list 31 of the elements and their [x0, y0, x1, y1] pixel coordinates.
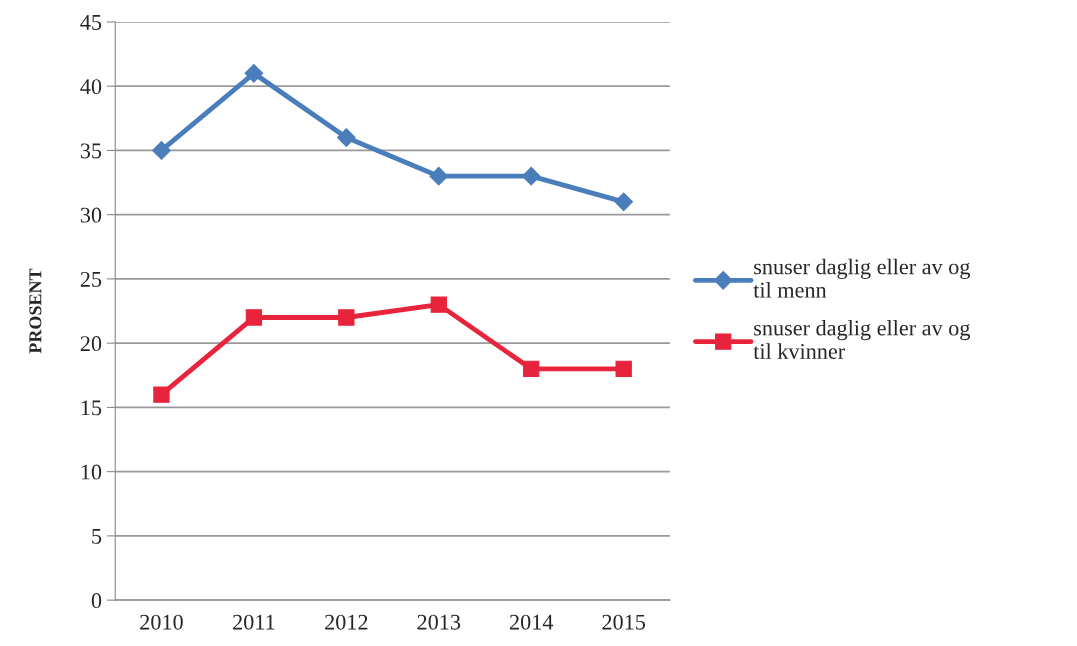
y-tick-label: 45: [80, 15, 102, 30]
point: [429, 166, 449, 186]
x-tick-label: 2011: [233, 614, 275, 630]
x-tick-label: 2013: [417, 614, 461, 630]
point: [614, 192, 634, 212]
y-tick-label: 20: [80, 336, 102, 352]
point: [430, 296, 447, 313]
x-tick-label: 2010: [140, 614, 183, 630]
point: [244, 63, 264, 83]
point: [523, 360, 540, 378]
point: [336, 128, 356, 147]
y-tick-label: 0: [91, 593, 102, 609]
y-tick-label: 40: [80, 79, 102, 95]
x-tick-label: 2015: [602, 614, 646, 630]
y-tick-label: 25: [80, 271, 102, 287]
x-tick-label: 2012: [325, 614, 368, 630]
point: [521, 166, 541, 186]
point: [153, 386, 170, 403]
legend-label: snuser daglig eller av og til kvinner: [753, 319, 971, 359]
y-axis-title: PROSENT: [29, 268, 42, 354]
y-tick-label: 15: [81, 400, 102, 416]
y-tick-label: 5: [92, 529, 102, 544]
point: [152, 141, 171, 160]
y-tick-label: 30: [80, 207, 102, 223]
point: [245, 309, 263, 326]
legend-label: snuser daglig eller av og til menn: [753, 258, 971, 298]
y-tick-label: 10: [81, 464, 102, 480]
point: [615, 360, 632, 378]
y-tick-label: 35: [80, 143, 102, 159]
x-tick-label: 2014: [509, 614, 554, 630]
point: [338, 309, 355, 326]
